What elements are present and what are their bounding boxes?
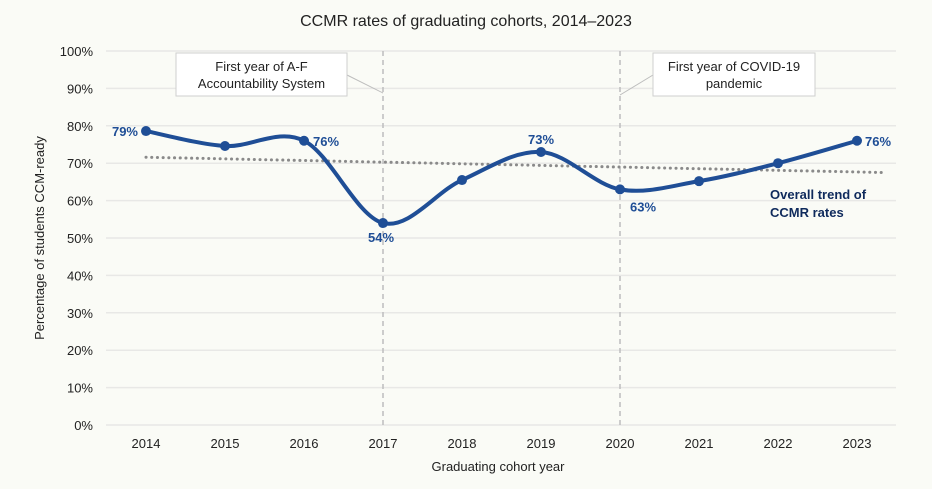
data-label: 76%	[313, 134, 339, 149]
x-tick-label: 2022	[764, 436, 793, 451]
trend-label-text: CCMR rates	[770, 205, 844, 220]
data-point	[457, 175, 467, 186]
data-point	[852, 135, 862, 146]
data-label: 63%	[630, 199, 656, 214]
y-axis-ticks: 0% 10% 20% 30% 40% 50% 60% 70% 80% 90% 100%	[60, 44, 94, 433]
data-point	[615, 184, 625, 195]
y-tick-label: 30%	[67, 306, 93, 321]
data-label: 76%	[865, 134, 891, 149]
annotations: First year of A-F Accountability System Fi…	[175, 52, 816, 97]
y-tick-label: 70%	[67, 156, 93, 171]
x-tick-label: 2018	[448, 436, 477, 451]
y-tick-label: 50%	[67, 231, 93, 246]
x-tick-label: 2023	[843, 436, 872, 451]
data-point	[220, 140, 230, 151]
gridlines	[106, 50, 896, 426]
ccmr-series	[141, 126, 862, 229]
y-axis-label: Percentage of students CCM-ready	[32, 136, 47, 340]
x-tick-label: 2021	[685, 436, 714, 451]
ccmr-line-path	[145, 129, 858, 226]
data-point	[694, 176, 704, 187]
y-tick-label: 40%	[67, 268, 93, 283]
data-point	[378, 218, 388, 229]
data-labels: 79% 76% 54% 73% 63% 76%	[112, 124, 891, 245]
data-point	[773, 158, 783, 169]
y-tick-label: 0%	[74, 418, 93, 433]
data-label: 73%	[528, 132, 554, 147]
x-tick-label: 2020	[606, 436, 635, 451]
annotation-text: First year of A-F	[215, 59, 308, 74]
y-tick-label: 60%	[67, 194, 93, 209]
x-tick-label: 2017	[369, 436, 398, 451]
x-tick-label: 2019	[527, 436, 556, 451]
y-tick-label: 10%	[67, 381, 93, 396]
annotation-text: Accountability System	[198, 76, 325, 91]
annotation-box	[175, 52, 348, 97]
x-tick-label: 2016	[290, 436, 319, 451]
y-tick-label: 90%	[67, 81, 93, 96]
data-label: 79%	[112, 124, 138, 139]
data-point	[141, 126, 151, 137]
trend-label: Overall trend of CCMR rates	[770, 187, 867, 220]
trend-line-path	[144, 155, 887, 175]
trend-line	[144, 155, 887, 175]
x-tick-label: 2014	[132, 436, 161, 451]
annotation-text: pandemic	[706, 76, 763, 91]
data-point	[299, 135, 309, 146]
annotation-text: First year of COVID-19	[668, 59, 800, 74]
y-tick-label: 100%	[60, 44, 94, 59]
x-tick-label: 2015	[211, 436, 240, 451]
x-axis-ticks: 2014 2015 2016 2017 2018 2019 2020 2021 2022 2023	[132, 436, 872, 451]
data-label: 54%	[368, 230, 394, 245]
annotation-leader	[346, 74, 384, 94]
data-point	[536, 146, 546, 157]
annotation-leader	[619, 74, 654, 96]
trend-label-text: Overall trend of	[770, 187, 867, 202]
x-axis-label: Graduating cohort year	[432, 459, 566, 474]
annotation-box	[652, 52, 816, 97]
y-tick-label: 80%	[67, 119, 93, 134]
y-tick-label: 20%	[67, 343, 93, 358]
chart-title: CCMR rates of graduating cohorts, 2014–2…	[300, 13, 632, 30]
